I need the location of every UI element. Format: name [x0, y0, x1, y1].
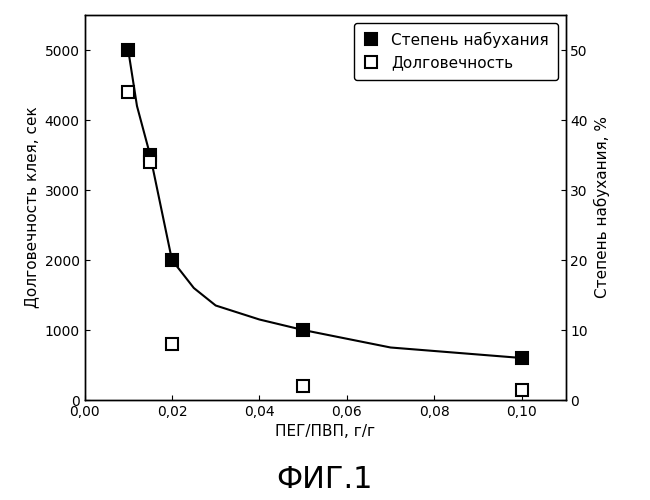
Line: Степень набухания: Степень набухания	[122, 44, 528, 364]
Долговечность	[518, 386, 526, 392]
Line: Долговечность: Долговечность	[122, 86, 528, 396]
Legend: Степень набухания, Долговечность: Степень набухания, Долговечность	[354, 22, 558, 80]
Y-axis label: Долговечность клея, сек: Долговечность клея, сек	[24, 106, 39, 308]
Долговечность	[146, 159, 154, 165]
X-axis label: ПЕГ/ПВП, г/г: ПЕГ/ПВП, г/г	[275, 424, 375, 440]
Y-axis label: Степень набухания, %: Степень набухания, %	[593, 116, 610, 298]
Степень набухания	[299, 327, 307, 333]
Степень набухания	[518, 355, 526, 361]
Долговечность	[124, 89, 132, 95]
Степень набухания	[146, 152, 154, 158]
Text: ФИГ.1: ФИГ.1	[277, 466, 373, 494]
Долговечность	[168, 341, 176, 347]
Степень набухания	[168, 257, 176, 263]
Долговечность	[299, 383, 307, 389]
Степень набухания	[124, 47, 132, 53]
